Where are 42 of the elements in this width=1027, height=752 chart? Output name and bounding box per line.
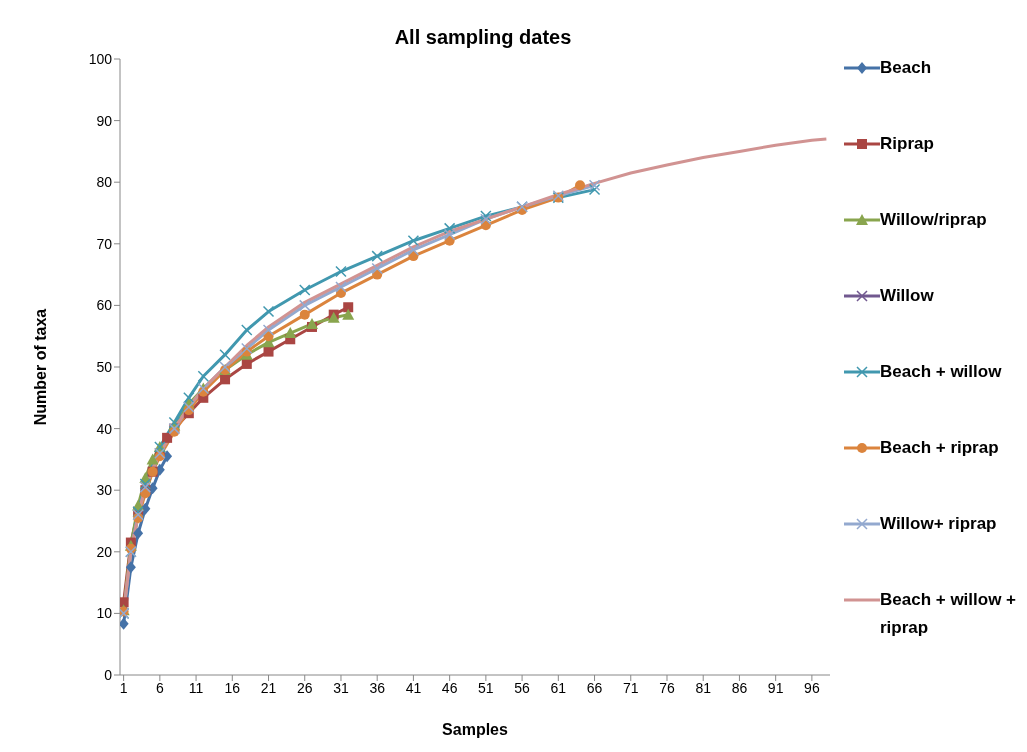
- x-tick-label: 21: [260, 679, 277, 696]
- x-tick-label: 1: [119, 679, 128, 696]
- legend-label: Willow: [880, 285, 934, 307]
- x-tick-label: 66: [586, 679, 603, 696]
- y-tick-label: 90: [96, 112, 113, 129]
- x-tick-label: 76: [659, 679, 675, 696]
- x-tick-label: 26: [296, 679, 313, 696]
- x-tick-label: 6: [155, 679, 164, 696]
- x-tick-label: 11: [188, 679, 204, 696]
- x-tick-label: 41: [405, 679, 422, 696]
- y-tick-label: 60: [96, 297, 113, 314]
- legend-label: Beach: [880, 57, 932, 79]
- chart-title: All sampling dates: [393, 26, 573, 49]
- x-tick-label: 31: [333, 679, 349, 696]
- x-tick-label: 61: [550, 679, 567, 696]
- x-tick-label: 51: [478, 679, 494, 696]
- y-tick-label: 80: [96, 174, 113, 191]
- y-tick-label: 0: [104, 666, 113, 683]
- legend-label: Willow/riprap: [880, 209, 987, 231]
- y-tick-label: 20: [96, 543, 113, 560]
- y-tick-label: 10: [96, 605, 113, 622]
- x-tick-label: 46: [441, 679, 458, 696]
- y-axis-title: Number of taxa: [31, 308, 49, 426]
- x-axis-title: Samples: [442, 721, 509, 738]
- x-tick-label: 36: [369, 679, 386, 696]
- x-tick-label: 81: [695, 679, 712, 696]
- y-tick-label: 30: [96, 482, 113, 499]
- x-tick-label: 96: [804, 679, 820, 696]
- x-tick-label: 86: [731, 679, 748, 696]
- y-tick-label: 40: [96, 420, 113, 437]
- legend-label: Willow+ riprap: [880, 513, 997, 535]
- y-tick-label: 100: [88, 50, 113, 67]
- legend-label: Beach + willow + riprap: [880, 589, 1018, 639]
- legend-label: Riprap: [880, 133, 934, 155]
- x-tick-label: 71: [622, 679, 639, 696]
- y-tick-label: 50: [96, 358, 113, 375]
- legend-label: Beach + willow: [880, 361, 1002, 383]
- x-tick-label: 16: [224, 679, 241, 696]
- x-tick-label: 91: [767, 679, 784, 696]
- y-tick-label: 70: [96, 235, 113, 252]
- legend-label: Beach + riprap: [880, 437, 999, 459]
- x-tick-label: 56: [514, 679, 531, 696]
